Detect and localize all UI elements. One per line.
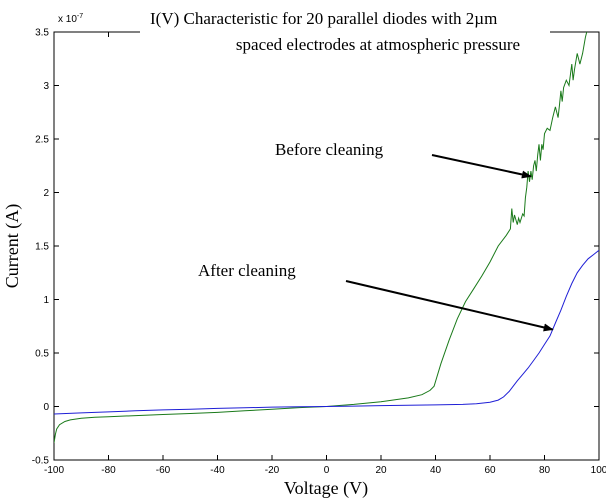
plot-frame bbox=[53, 31, 600, 461]
x-tick-label: -60 bbox=[156, 465, 171, 476]
x-tick-label: 0 bbox=[324, 465, 330, 476]
annotation-before-cleaning: Before cleaning bbox=[275, 140, 384, 159]
x-tick-label: 60 bbox=[484, 465, 496, 476]
y-tick-label: 1 bbox=[43, 295, 49, 306]
x-tick-label: -40 bbox=[210, 465, 225, 476]
series-layer bbox=[54, 32, 599, 443]
x-tick-label: 40 bbox=[430, 465, 442, 476]
annotation-after-cleaning: After cleaning bbox=[198, 261, 296, 280]
annotation-arrow-after-cleaning bbox=[345, 280, 554, 332]
y-tick-label: 3 bbox=[43, 81, 49, 92]
series-line-before-cleaning bbox=[54, 32, 588, 443]
y-tick-label: 1.5 bbox=[35, 242, 49, 253]
series-line-after-cleaning bbox=[54, 249, 599, 415]
y-tick-label: 3.5 bbox=[35, 28, 49, 39]
title-background bbox=[140, 6, 550, 54]
x-tick-label: -80 bbox=[101, 465, 116, 476]
y-tick-label: 0.5 bbox=[35, 349, 49, 360]
chart-title-line-1: I(V) Characteristic for 20 parallel diod… bbox=[150, 9, 497, 28]
y-tick-label: 2 bbox=[43, 188, 49, 199]
x-tick-label: -20 bbox=[265, 465, 280, 476]
annotation-arrow-before-cleaning bbox=[431, 154, 532, 179]
x-tick-label: 80 bbox=[539, 465, 551, 476]
x-tick-label: -100 bbox=[44, 465, 64, 476]
y-axis-ticks: -0.5 0 0.5 1 1.5 2 2.5 3 3.5 bbox=[32, 28, 599, 467]
x-tick-label: 20 bbox=[375, 465, 387, 476]
y-axis-label: Current (A) bbox=[2, 204, 23, 288]
x-tick-label: 100 bbox=[591, 465, 606, 476]
y-exponent-label: x 10-7 bbox=[58, 13, 83, 25]
y-tick-label: -0.5 bbox=[32, 456, 50, 467]
y-tick-label: 0 bbox=[43, 402, 49, 413]
x-axis-label: Voltage (V) bbox=[284, 478, 368, 499]
y-tick-label: 2.5 bbox=[35, 135, 49, 146]
chart-title-line-2: spaced electrodes at atmospheric pressur… bbox=[236, 35, 520, 54]
